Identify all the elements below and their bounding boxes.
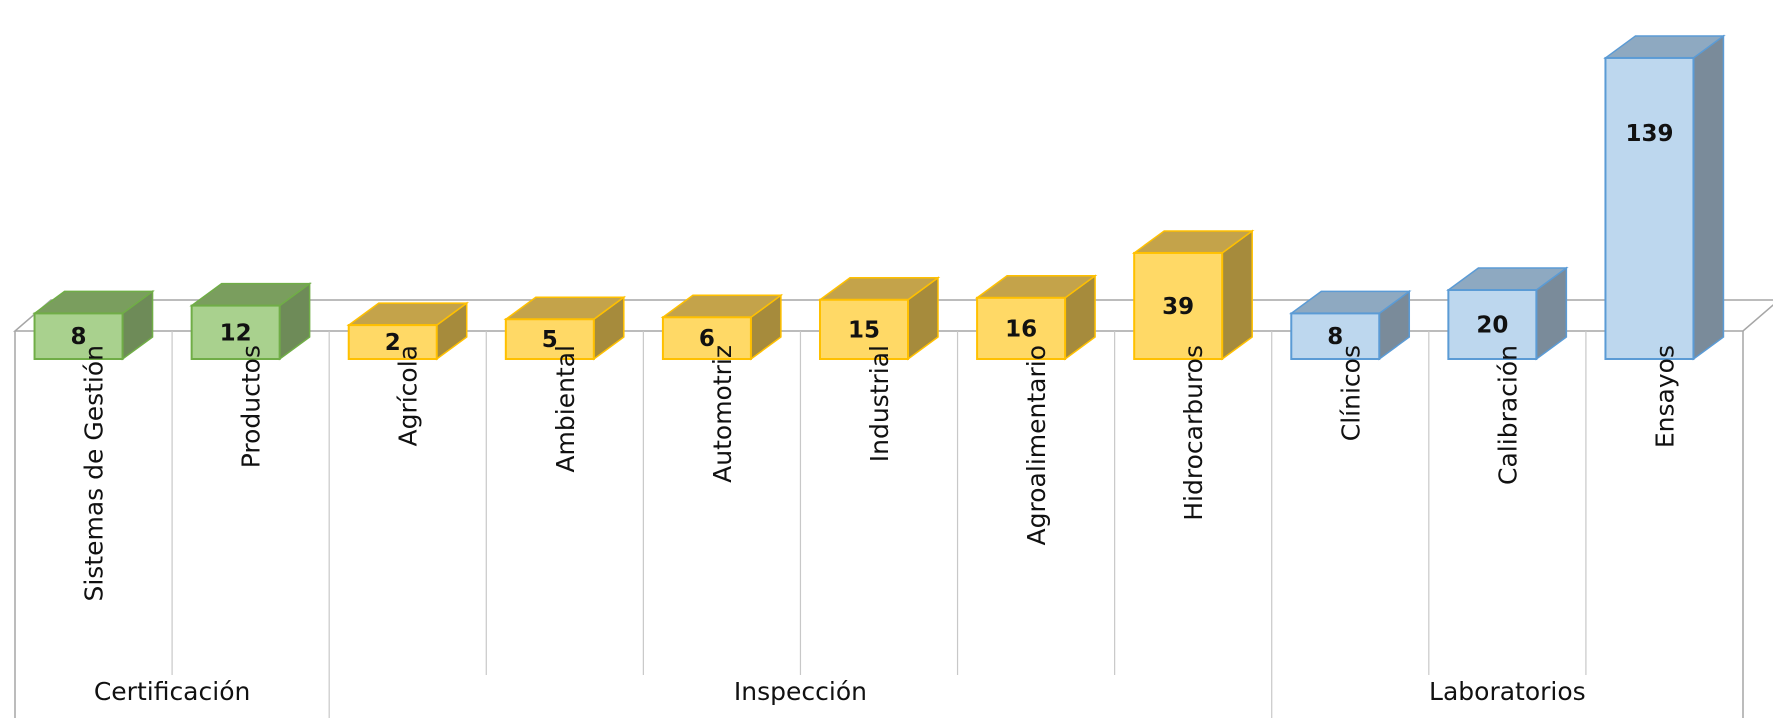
data-label: 8 <box>1327 324 1343 350</box>
bar[interactable] <box>976 296 1067 360</box>
chart-axis-labels: Sistemas de Gestión Productos Agrícola Ambi… <box>80 345 1680 706</box>
x-group-label: Certificación <box>94 677 251 706</box>
bar[interactable] <box>504 318 595 360</box>
bar[interactable] <box>1447 289 1538 360</box>
data-label: 8 <box>71 324 87 350</box>
data-label: 15 <box>848 317 880 343</box>
data-label: 6 <box>699 326 715 352</box>
x-tick-label: Agroalimentario <box>1022 345 1051 545</box>
data-label: 5 <box>542 327 558 353</box>
bar[interactable] <box>33 312 124 360</box>
x-tick-label: Hidrocarburos <box>1179 345 1208 521</box>
x-tick-label: Clínicos <box>1336 345 1365 441</box>
bar[interactable] <box>190 304 281 361</box>
bar[interactable] <box>347 324 438 361</box>
data-label: 39 <box>1162 294 1194 320</box>
x-tick-label: Calibración <box>1493 345 1522 485</box>
data-label: 139 <box>1625 121 1673 147</box>
x-tick-label: Industrial <box>865 345 894 462</box>
bar[interactable] <box>1604 56 1695 360</box>
x-tick-label: Automotriz <box>708 345 737 483</box>
data-label: 16 <box>1005 316 1037 342</box>
x-tick-label: Ambiental <box>551 345 580 473</box>
x-group-label: Laboratorios <box>1429 677 1586 706</box>
bar[interactable] <box>1133 251 1224 360</box>
x-tick-label: Sistemas de Gestión <box>80 345 109 602</box>
x-tick-label: Ensayos <box>1650 345 1679 448</box>
chart-bars: 8 12 2 5 6 15 16 39 8 20 139 <box>32 34 1726 361</box>
bar[interactable] <box>819 298 909 360</box>
data-label: 12 <box>220 320 252 346</box>
bar[interactable] <box>661 316 752 360</box>
bar-side <box>1692 34 1725 361</box>
data-label: 2 <box>385 330 401 356</box>
x-group-label: Inspección <box>734 677 867 706</box>
x-tick-label: Agrícola <box>394 345 423 447</box>
x-tick-label: Productos <box>237 345 266 468</box>
bar[interactable] <box>1290 312 1381 360</box>
data-label: 20 <box>1476 313 1508 339</box>
